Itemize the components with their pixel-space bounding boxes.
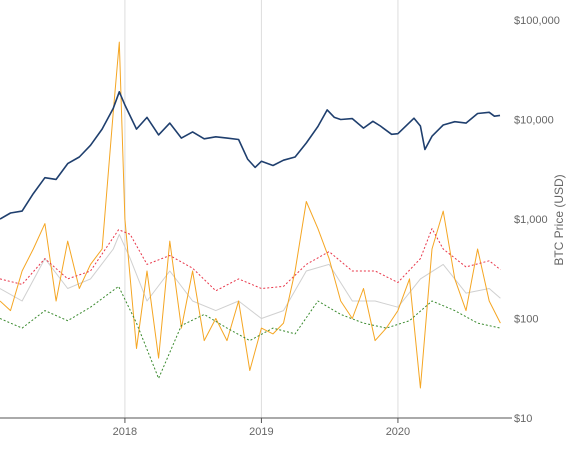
y-tick-label: $100,000 <box>514 15 560 27</box>
y-tick-label: $10 <box>514 413 532 425</box>
y-tick-label: $1,000 <box>514 214 548 226</box>
x-tick-label: 2019 <box>249 426 273 438</box>
series-lines <box>0 41 501 389</box>
y-tick-label: $10,000 <box>514 115 554 127</box>
x-tick-label: 2020 <box>386 426 410 438</box>
series-line-4 <box>0 233 501 319</box>
y-axis-ticks: $100,000 $10,000 $1,000 $100 $10 <box>514 15 560 425</box>
series-line-2 <box>0 285 501 379</box>
x-axis-ticks: 2018 2019 2020 <box>113 418 410 438</box>
y-axis-title: BTC Price (USD) <box>552 174 566 265</box>
series-line-3 <box>0 41 501 389</box>
y-tick-label: $100 <box>514 314 538 326</box>
vertical-gridlines <box>124 0 399 418</box>
series-line-1 <box>0 228 501 292</box>
x-tick-label: 2018 <box>113 426 137 438</box>
series-line-0 <box>0 91 501 220</box>
